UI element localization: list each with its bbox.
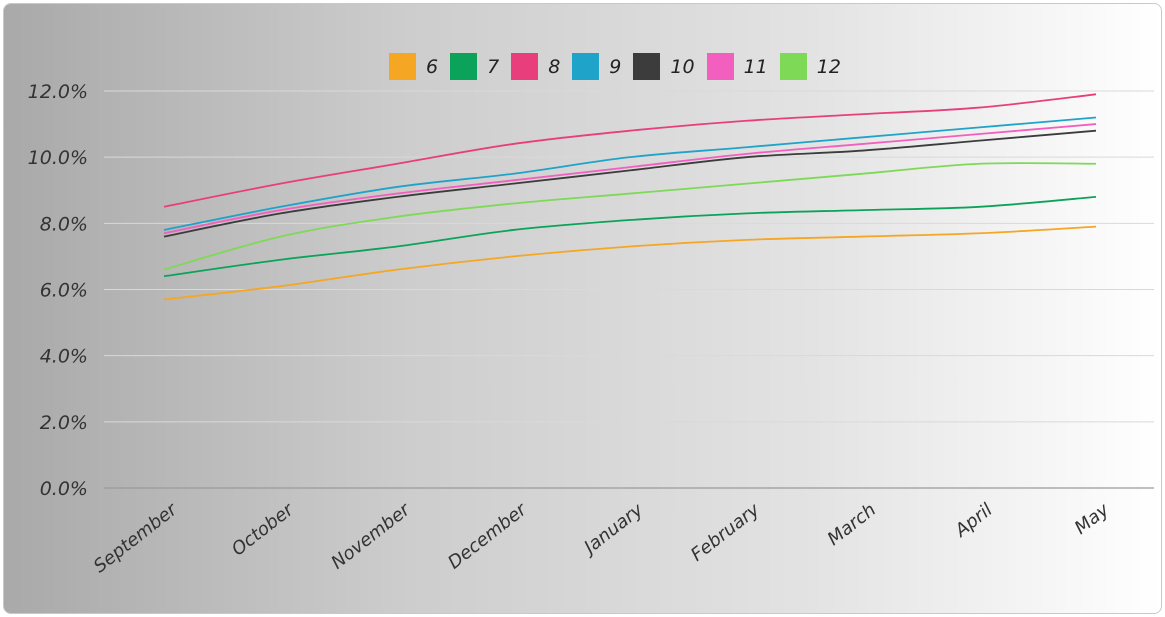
- legend-item-11: 11: [706, 53, 768, 80]
- series-line-8: [163, 93, 1097, 208]
- legend-item-7: 7: [450, 53, 499, 80]
- legend-swatch: [389, 53, 416, 80]
- y-tick-label: 4.0%: [40, 346, 88, 368]
- series-line-6: [163, 225, 1097, 301]
- chart-legend: 6 7 8 9 10 11 12: [389, 53, 841, 80]
- legend-swatch: [706, 53, 734, 80]
- series-line-11: [163, 123, 1097, 235]
- series-line-7: [163, 195, 1097, 278]
- y-tick-label: 12.0%: [28, 81, 88, 103]
- legend-label: 10: [670, 55, 695, 78]
- y-tick-label: 10.0%: [28, 147, 88, 169]
- legend-item-6: 6: [389, 53, 438, 80]
- legend-swatch: [511, 53, 539, 80]
- x-tick-label: March: [824, 499, 880, 550]
- y-tick-label: 6.0%: [40, 280, 88, 302]
- legend-swatch: [779, 53, 807, 80]
- legend-label: 12: [816, 55, 841, 78]
- legend-label: 7: [487, 55, 500, 78]
- legend-item-12: 12: [779, 53, 841, 80]
- line-chart: 0.0% 2.0% 4.0% 6.0% 8.0% 10.0% 12.0% September O…: [28, 81, 1154, 577]
- x-tick-label: September: [90, 498, 183, 577]
- legend-label: 11: [743, 55, 768, 78]
- x-tick-label: April: [950, 499, 996, 542]
- chart-panel: 0.0% 2.0% 4.0% 6.0% 8.0% 10.0% 12.0% September O…: [3, 3, 1162, 614]
- series-line-9: [163, 116, 1097, 231]
- x-tick-label: February: [687, 499, 764, 565]
- y-tick-label: 2.0%: [40, 412, 88, 434]
- legend-item-8: 8: [511, 53, 560, 80]
- y-tick-label: 8.0%: [40, 213, 88, 235]
- x-tick-label: November: [327, 498, 415, 573]
- legend-label: 9: [609, 55, 622, 78]
- legend-item-10: 10: [633, 53, 695, 80]
- series-line-12: [163, 162, 1097, 271]
- x-tick-label: December: [444, 498, 532, 573]
- legend-label: 6: [426, 55, 439, 78]
- legend-swatch: [572, 53, 600, 80]
- x-tick-label: October: [228, 498, 299, 560]
- y-tick-label: 0.0%: [40, 478, 88, 500]
- legend-swatch: [450, 53, 478, 80]
- legend-item-9: 9: [572, 53, 621, 80]
- x-tick-label: January: [578, 499, 647, 560]
- legend-swatch: [633, 53, 661, 80]
- series-line-10: [163, 129, 1097, 238]
- legend-label: 8: [548, 55, 561, 78]
- x-tick-label: May: [1071, 499, 1114, 539]
